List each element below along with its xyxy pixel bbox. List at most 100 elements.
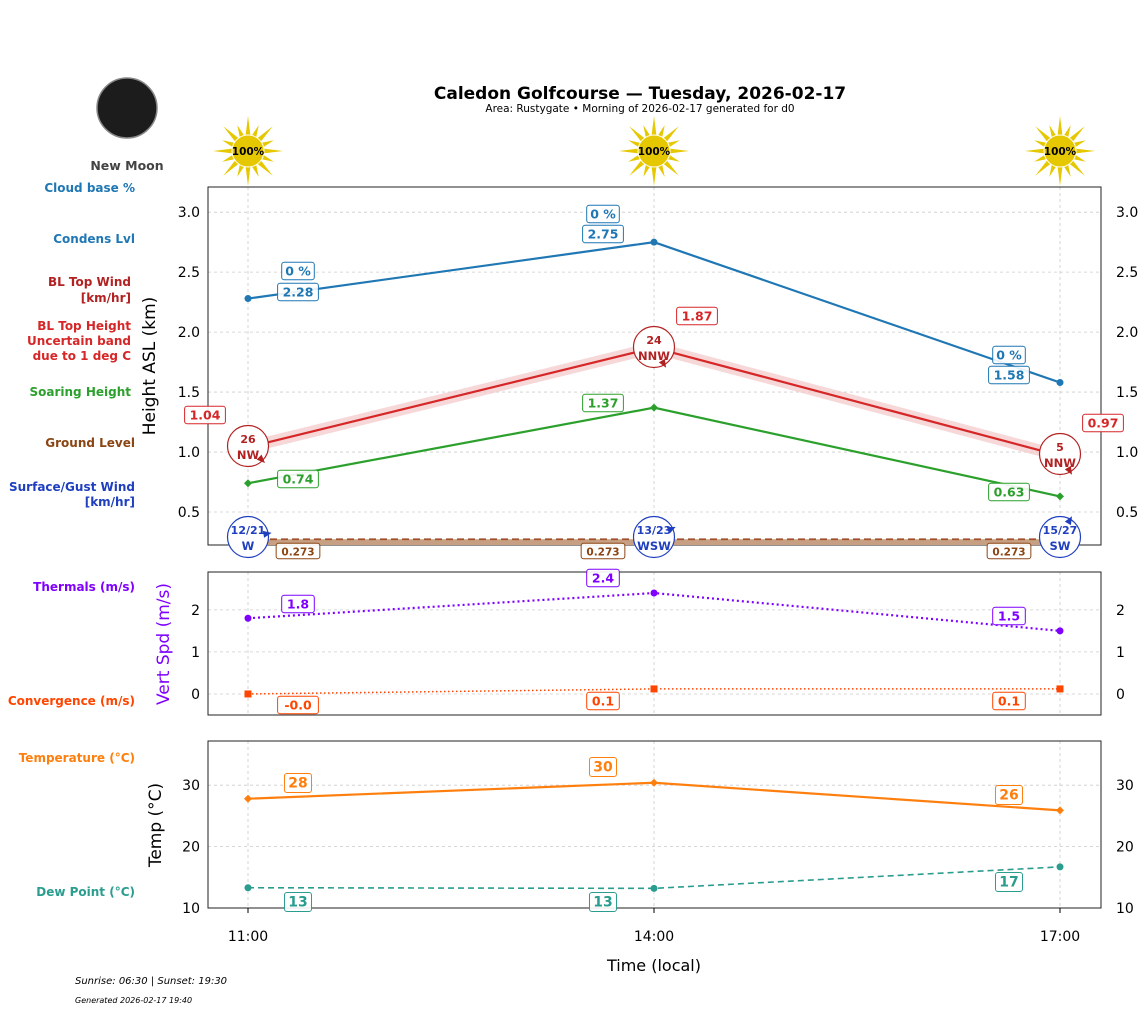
dewpoint-line-point <box>1056 863 1064 871</box>
condens-level-label: 2.28 <box>277 282 319 302</box>
dewpoint-line-point <box>650 884 658 892</box>
chart-title: Caledon Golfcourse — Tuesday, 2026-02-17 <box>434 84 846 104</box>
sun-icon: 100% <box>619 116 689 186</box>
thermals-line-point <box>244 614 252 622</box>
convergence-label-text: 0.1 <box>998 694 1020 709</box>
x-axis-label: Time (local) <box>606 956 701 975</box>
y-tick-right: 1.0 <box>1116 445 1138 461</box>
side-label-soaring: Soaring Height <box>30 385 132 399</box>
bl-top-label-text: 1.87 <box>682 309 713 324</box>
y-tick-right: 2 <box>1116 603 1125 619</box>
dewpoint-label-text: 13 <box>593 895 612 911</box>
thermals-label-text: 1.5 <box>998 609 1020 624</box>
y-tick-right: 2.0 <box>1116 325 1138 341</box>
wind-speed: 5 <box>1056 441 1064 454</box>
soaring-height-label: 0.63 <box>988 482 1030 502</box>
side-label-condens: Condens Lvl <box>53 232 135 246</box>
sun-pct: 100% <box>1044 146 1077 158</box>
y-tick-left: 0 <box>191 687 200 703</box>
side-label-temperature: Temperature (°C) <box>19 751 135 765</box>
thermals-label-text: 2.4 <box>592 571 614 586</box>
condens-level-label: 2.75 <box>582 224 624 244</box>
chart-subtitle: Area: Rustygate • Morning of 2026-02-17 … <box>485 103 794 115</box>
bl-top-label: 1.87 <box>676 306 718 326</box>
condens-level-label-text: 2.75 <box>588 227 619 242</box>
condens-level-label: 1.58 <box>988 365 1030 385</box>
sun-pct: 100% <box>232 146 265 158</box>
cloud-pct-label: 0 % <box>281 261 315 281</box>
wind-direction: W <box>242 539 255 553</box>
ground-level-label-text: 0.273 <box>281 547 314 559</box>
condens-level-label-text: 1.58 <box>994 368 1025 383</box>
ground-level-label: 0.273 <box>275 542 321 560</box>
sun-icon: 100% <box>213 116 283 186</box>
y-tick-right: 3.0 <box>1116 205 1138 221</box>
y-tick-left: 30 <box>182 778 200 794</box>
side-label-ground: Ground Level <box>45 436 135 450</box>
thermals-label: 1.5 <box>992 606 1026 626</box>
ground-level-label-text: 0.273 <box>586 547 619 559</box>
temperature-label: 30 <box>588 757 618 777</box>
side-label-bl-top-1: BL Top Height <box>37 319 131 333</box>
soaring-height-label-text: 0.74 <box>283 472 314 487</box>
ground-level-label: 0.273 <box>580 542 626 560</box>
dewpoint-line <box>247 866 1061 890</box>
plot-frame-2 <box>207 740 1102 909</box>
y-tick-left: 2 <box>191 603 200 619</box>
soaring-height-label-text: 0.63 <box>994 485 1025 500</box>
ground-level-label-text: 0.273 <box>992 547 1025 559</box>
footer-generated: Generated 2026-02-17 19:40 <box>75 996 192 1005</box>
side-label-convergence: Convergence (m/s) <box>8 694 135 708</box>
wind-direction: NNW <box>1044 456 1076 470</box>
y-tick-left: 2.5 <box>178 265 200 281</box>
plot-frame-1 <box>207 571 1102 716</box>
y-tick-right: 0.5 <box>1116 505 1138 521</box>
side-label-thermals: Thermals (m/s) <box>33 580 135 594</box>
soaring-height-label: 0.74 <box>277 469 319 489</box>
y-tick-right: 1 <box>1116 645 1125 661</box>
soaring-height-label-text: 1.37 <box>588 396 619 411</box>
wind-arrow-icon <box>1064 465 1072 475</box>
thermals-label: 1.8 <box>281 594 315 614</box>
y-tick-left: 10 <box>182 901 200 917</box>
convergence-line <box>247 688 1060 695</box>
bl_top_wind-barb: 26 NW <box>226 424 270 468</box>
moon-icon <box>96 77 158 139</box>
wind-direction: WSW <box>637 539 671 553</box>
condens-level-label-text: 2.28 <box>283 285 314 300</box>
bl_top_wind-barb: 24 NNW <box>632 325 676 369</box>
side-label-bl-wind-2: [km/hr] <box>81 291 131 305</box>
sun-icon: 100% <box>1025 116 1095 186</box>
x-tick-label: 11:00 <box>228 929 268 945</box>
wind-speed: 12/21 <box>231 524 266 537</box>
side-label-dewpoint: Dew Point (°C) <box>36 885 135 899</box>
y-tick-right: 1.5 <box>1116 385 1138 401</box>
soaring-height-line-point <box>244 479 252 488</box>
side-label-bl-top-2: Uncertain band <box>27 334 131 348</box>
cloud-pct-label: 0 % <box>992 345 1026 365</box>
bl-top-label: 1.04 <box>184 405 226 425</box>
temperature-line-point <box>244 794 252 803</box>
y-tick-left: 2.0 <box>178 325 200 341</box>
y-axis-label: Temp (°C) <box>146 783 166 868</box>
side-label-cloud-base: Cloud base % <box>44 181 135 195</box>
y-tick-left: 1.0 <box>178 445 200 461</box>
y-tick-right: 2.5 <box>1116 265 1138 281</box>
condens-level-line-point <box>650 238 658 246</box>
temperature-label-text: 26 <box>999 788 1018 804</box>
wind-speed: 15/27 <box>1043 524 1078 537</box>
convergence-line-point <box>650 685 658 693</box>
soaring-height-line-point <box>650 403 658 412</box>
convergence-label: 0.1 <box>586 691 620 711</box>
temperature-label-text: 28 <box>288 776 307 792</box>
footer-sun-times: Sunrise: 06:30 | Sunset: 19:30 <box>75 976 227 987</box>
temperature-label: 28 <box>283 773 313 793</box>
bl-top-label-text: 0.97 <box>1088 416 1119 431</box>
bl-top-uncertainty-band <box>248 341 1060 462</box>
ground-level-label: 0.273 <box>986 542 1032 560</box>
thermals-line-point <box>1056 627 1064 635</box>
y-tick-right: 10 <box>1116 901 1134 917</box>
y-tick-left: 1 <box>191 645 200 661</box>
convergence-line-point <box>1056 685 1064 693</box>
